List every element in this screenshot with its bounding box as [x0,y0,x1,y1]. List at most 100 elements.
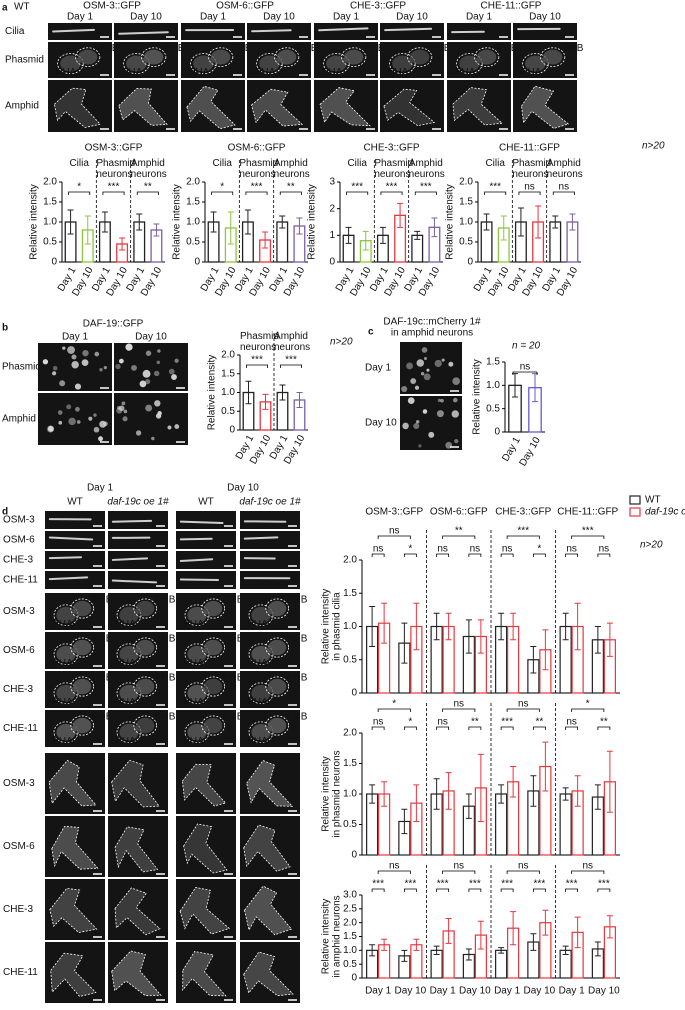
neuron-label: PHB [92,672,113,683]
neuron-glow [187,684,207,702]
error-bar [530,645,537,674]
significance-bracket [571,870,605,874]
x-tick-label: Day 10 [588,986,620,997]
micrograph [45,551,105,569]
cilium [179,558,214,563]
day-label: Day 10 [263,12,295,23]
row-label: Phasmid [5,55,44,66]
neuron-glow [459,55,480,72]
puncta [422,409,428,414]
neuron-glow [56,723,76,741]
neuron-label: PHB [364,43,385,54]
amphid-glow [50,953,96,997]
y-tick-label: 2.0 [459,177,473,188]
error-bar [498,612,505,641]
day-label: Day 1 [466,12,493,23]
y-axis-label: in phasmid neurons [332,750,343,837]
significance-label: *** [517,526,529,537]
puncta [131,364,137,371]
error-bar [562,945,569,955]
micrograph [45,531,105,549]
y-tick-label: 0.5 [186,237,200,248]
error-bar [445,918,452,944]
neuron-outline [70,676,94,697]
significance-bracket [442,535,476,539]
neuron-outline [265,715,290,736]
puncta [402,422,409,430]
neuron-label: PHB [92,633,113,644]
neuron-glow [136,639,155,656]
cilium [179,578,220,582]
micrograph [240,551,300,569]
amphid-outline [452,87,504,126]
neuron-label: PHA [255,67,276,78]
micrograph [176,531,236,549]
amphid-outline [111,950,162,997]
y-tick-label: 0 [51,257,57,268]
significance-bracket [552,191,575,195]
amphid-outline [48,759,97,807]
y-tick-label: 1.0 [43,217,57,228]
neuron-glow [77,49,98,65]
neuron-glow [119,684,139,702]
puncta [121,401,126,406]
neuron-outline [133,598,158,619]
puncta [47,425,54,432]
error-bar [562,787,569,801]
error-bar [153,223,160,237]
error-bar [136,213,143,231]
significance-bracket [436,726,450,730]
puncta [123,409,128,414]
significance-label: * [392,699,396,710]
significance-bracket [468,553,482,557]
significance-label: * [220,182,224,193]
neuron-glow [187,723,207,741]
significance-bracket [506,708,540,712]
significance-label: ** [287,182,295,193]
y-tick-label: 1.0 [486,380,500,391]
neuron-glow [126,55,147,72]
puncta [88,416,93,421]
amphid-outline [53,87,101,128]
y-axis-label: Relative intensity [472,359,483,435]
micrograph [513,23,577,40]
significance-label: ** [144,182,152,193]
significance-bracket [500,726,514,730]
error-bar [414,230,421,240]
bar [495,949,508,979]
significance-label: ns [373,544,384,555]
neuron-label: PHB [155,672,176,683]
neuron-glow [268,678,287,695]
puncta [454,439,459,444]
micrograph [240,531,300,549]
amphid-glow [383,89,435,126]
y-tick-label: 0 [329,257,335,268]
y-tick-label: 1.5 [343,931,357,942]
error-bar [433,612,440,641]
amphid-glow [186,86,235,129]
error-bar [574,602,581,651]
significance-bracket [518,191,541,195]
significance-label: ns [520,362,531,373]
error-bar [500,215,507,241]
micrograph [400,396,462,450]
y-axis-label: Relative intensity [172,184,183,260]
puncta [115,363,121,370]
cilium [111,579,158,584]
day-label: Day 1 [62,332,89,343]
puncta [426,368,430,372]
row-label: Day 10 [365,418,397,429]
amphid-outline [49,887,98,933]
error-bar [381,781,388,807]
row-label: Amphid [2,414,36,425]
y-tick-label: 0 [494,427,500,438]
amphid-glow [453,87,503,125]
neuron-label: PHB [223,633,244,644]
puncta [125,343,133,351]
error-bar [606,750,613,813]
amphid-outline [114,887,161,936]
marker-label: CHE-11::GFP [481,1,542,12]
puncta [154,400,161,407]
group-label: Amphid neurons [546,158,583,180]
error-bar [445,612,452,641]
